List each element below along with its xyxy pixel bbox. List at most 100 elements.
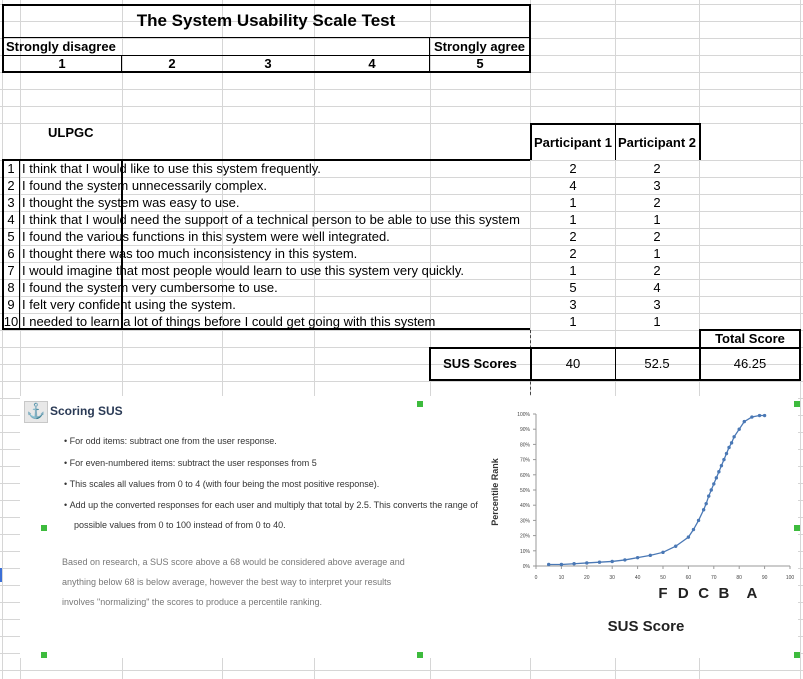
resize-handle-top-right[interactable] [794, 401, 800, 407]
scale-number-5: 5 [476, 56, 484, 71]
question-number[interactable]: 1 [7, 161, 15, 176]
participant-2-response[interactable]: 3 [653, 297, 661, 312]
question-number[interactable]: 4 [7, 212, 15, 227]
total-border-r [799, 329, 801, 349]
qtable-border-bottom [2, 328, 530, 330]
data-point [559, 562, 564, 567]
question-text[interactable]: I needed to learn a lot of things before… [22, 314, 436, 329]
participant-2-response[interactable]: 3 [653, 178, 661, 193]
question-number[interactable]: 5 [7, 229, 15, 244]
y-tick-label: 80% [520, 442, 531, 448]
data-point [635, 555, 640, 560]
y-tick-label: 100% [517, 412, 530, 418]
participant-1-response[interactable]: 1 [569, 263, 577, 278]
scoring-sus-image[interactable]: ⚓ Scoring SUS • For odd items: subtract … [20, 396, 798, 658]
y-tick-label: 70% [520, 458, 531, 464]
question-number[interactable]: 2 [7, 178, 15, 193]
series-line [548, 414, 765, 566]
resize-handle-left[interactable] [41, 525, 47, 531]
sus-border-3 [699, 347, 701, 381]
participant-2-response[interactable]: 1 [653, 246, 661, 261]
participant-1-response[interactable]: 1 [569, 212, 577, 227]
sus-score-p1: 40 [565, 356, 581, 371]
resize-handle-bottom[interactable] [417, 652, 423, 658]
sus-score-p2: 52.5 [644, 356, 670, 371]
participant-2-response[interactable]: 1 [653, 212, 661, 227]
bullet-4: • Add up the converted responses for eac… [64, 500, 478, 510]
participant-2-response[interactable]: 2 [653, 229, 661, 244]
question-text[interactable]: I found the system very cumbersome to us… [22, 280, 278, 295]
participant-2-response[interactable]: 4 [653, 280, 661, 295]
bullet-text-2: For even-numbered items: subtract the us… [69, 458, 317, 468]
question-text[interactable]: I felt very confident using the system. [22, 297, 236, 312]
participant-1-response[interactable]: 5 [569, 280, 577, 295]
resize-handle-right[interactable] [794, 525, 800, 531]
sheet-title: The System Usability Scale Test [136, 11, 396, 30]
participant-1-response[interactable]: 1 [569, 314, 577, 329]
grid-row-line [0, 670, 803, 671]
grid-row-line [0, 89, 803, 90]
grid-row-line [0, 228, 803, 229]
participant-2-response[interactable]: 2 [653, 161, 661, 176]
data-point [597, 560, 602, 564]
participant-1-response[interactable]: 2 [569, 246, 577, 261]
bullet-dot-3: • [64, 479, 70, 489]
participant-1-response[interactable]: 3 [569, 297, 577, 312]
question-text[interactable]: I found the various functions in this sy… [22, 229, 390, 244]
data-point [701, 508, 706, 512]
data-point [722, 457, 726, 462]
title-border-top [2, 4, 531, 6]
title-border-c1 [121, 55, 122, 72]
data-point [585, 561, 589, 565]
sus-border-1 [530, 347, 532, 381]
bullet-dot-1: • [64, 436, 70, 446]
resize-handle-bottom-right[interactable] [794, 652, 800, 658]
scale-number-1: 1 [58, 56, 66, 71]
participant-1-response[interactable]: 1 [569, 195, 577, 210]
participant-1-response[interactable]: 2 [569, 229, 577, 244]
grid-col-line [314, 0, 315, 679]
participant-2-response[interactable]: 2 [653, 195, 661, 210]
resize-handle-top[interactable] [417, 401, 423, 407]
y-tick-label: 30% [520, 518, 531, 524]
title-border-left [2, 4, 4, 73]
total-border-l [699, 329, 701, 349]
sus-border-2 [615, 347, 616, 381]
question-number[interactable]: 9 [7, 297, 15, 312]
question-text[interactable]: I think that I would like to use this sy… [22, 161, 321, 176]
x-tick-label: 100 [786, 575, 795, 581]
participant-2-response[interactable]: 1 [653, 314, 661, 329]
participant-2-response[interactable]: 2 [653, 263, 661, 278]
question-text[interactable]: I found the system unnecessarily complex… [22, 178, 267, 193]
grid-row-line [0, 211, 803, 212]
grid-col-line [20, 0, 21, 679]
scale-left-label: Strongly disagree [6, 39, 116, 54]
data-point [742, 419, 746, 424]
question-text[interactable]: I thought the system was easy to use. [22, 195, 240, 210]
question-number[interactable]: 3 [7, 195, 15, 210]
resize-handle-bottom-left[interactable] [41, 652, 47, 658]
x-tick-label: 10 [559, 575, 565, 581]
participant-2-header: Participant 2 [617, 135, 697, 150]
question-text[interactable]: I thought there was too much inconsisten… [22, 246, 358, 261]
grade-label: B [719, 585, 730, 602]
participant-1-response[interactable]: 2 [569, 161, 577, 176]
grid-row-line [0, 330, 803, 331]
question-number[interactable]: 8 [7, 280, 15, 295]
question-text[interactable]: I would imagine that most people would l… [22, 263, 464, 278]
x-tick-label: 30 [609, 575, 615, 581]
participant-1-response[interactable]: 4 [569, 178, 577, 193]
grid-row-line [0, 262, 803, 263]
bullet-text-3: This scales all values from 0 to 4 (with… [69, 479, 380, 489]
bullet-3: • This scales all values from 0 to 4 (wi… [64, 479, 379, 489]
question-text[interactable]: I think that I would need the support of… [22, 212, 520, 227]
question-number[interactable]: 6 [7, 246, 15, 261]
question-number[interactable]: 7 [7, 263, 15, 278]
phdr-border-r [699, 123, 701, 160]
question-number[interactable]: 10 [3, 314, 19, 329]
data-point [696, 518, 701, 523]
data-point [717, 470, 721, 474]
x-tick-label: 40 [635, 575, 641, 581]
org-label: ULPGC [48, 125, 94, 140]
data-point [727, 445, 731, 450]
